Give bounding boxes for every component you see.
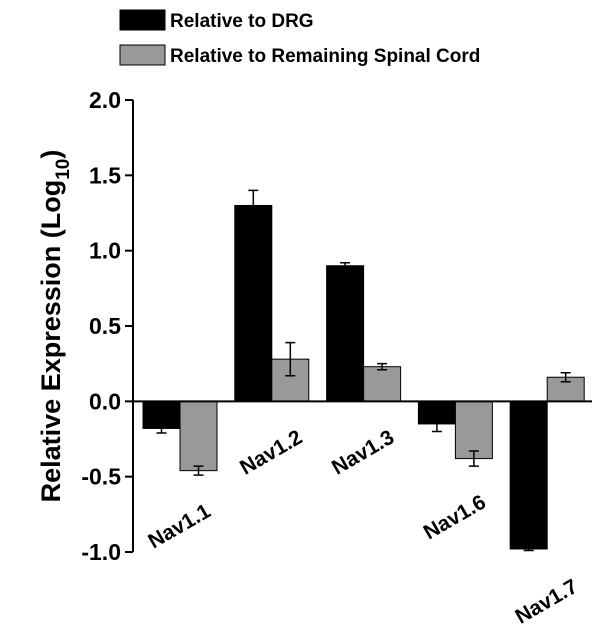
error-bar xyxy=(560,371,571,383)
bar xyxy=(271,358,310,402)
x-tick-label: Nav1.7 xyxy=(512,575,582,629)
error-bar xyxy=(248,189,259,222)
y-tick-label: 0.5 xyxy=(89,313,121,339)
y-axis-label-part: Relative Expression (Log xyxy=(36,180,66,503)
bar xyxy=(363,366,402,402)
error-bar xyxy=(377,362,388,371)
error-bar xyxy=(156,423,167,434)
y-axis-label-part: ) xyxy=(36,150,66,159)
y-tick-label: 2.0 xyxy=(89,87,121,113)
bar xyxy=(179,400,218,472)
y-tick-label: 1.0 xyxy=(89,238,121,264)
y-axis-label: Relative Expression (Log10) xyxy=(36,150,74,503)
bar xyxy=(234,204,273,402)
y-tick-label: 1.5 xyxy=(89,162,121,188)
y-tick-label: 0.0 xyxy=(89,388,121,414)
legend-label: Relative to DRG xyxy=(170,11,314,32)
error-bar xyxy=(523,546,534,552)
bar xyxy=(509,400,548,550)
error-bar xyxy=(193,465,204,476)
x-tick-label: Nav1.3 xyxy=(328,426,398,480)
x-tick-label: Nav1.1 xyxy=(144,499,214,553)
x-tick-label: Nav1.2 xyxy=(236,426,306,480)
legend-swatch xyxy=(119,9,166,31)
bar xyxy=(326,265,365,402)
legend-swatch xyxy=(119,44,166,66)
y-tick-label: -0.5 xyxy=(81,464,121,490)
y-axis-label-subscript: 10 xyxy=(53,159,74,180)
error-bar xyxy=(285,341,296,377)
error-bar xyxy=(468,450,479,467)
y-tick-label: -1.0 xyxy=(81,539,121,565)
legend-label: Relative to Remaining Spinal Cord xyxy=(170,46,480,67)
error-bar xyxy=(431,415,442,433)
x-tick-label: Nav1.6 xyxy=(420,491,490,545)
bar xyxy=(454,400,493,460)
error-bar xyxy=(340,261,351,270)
